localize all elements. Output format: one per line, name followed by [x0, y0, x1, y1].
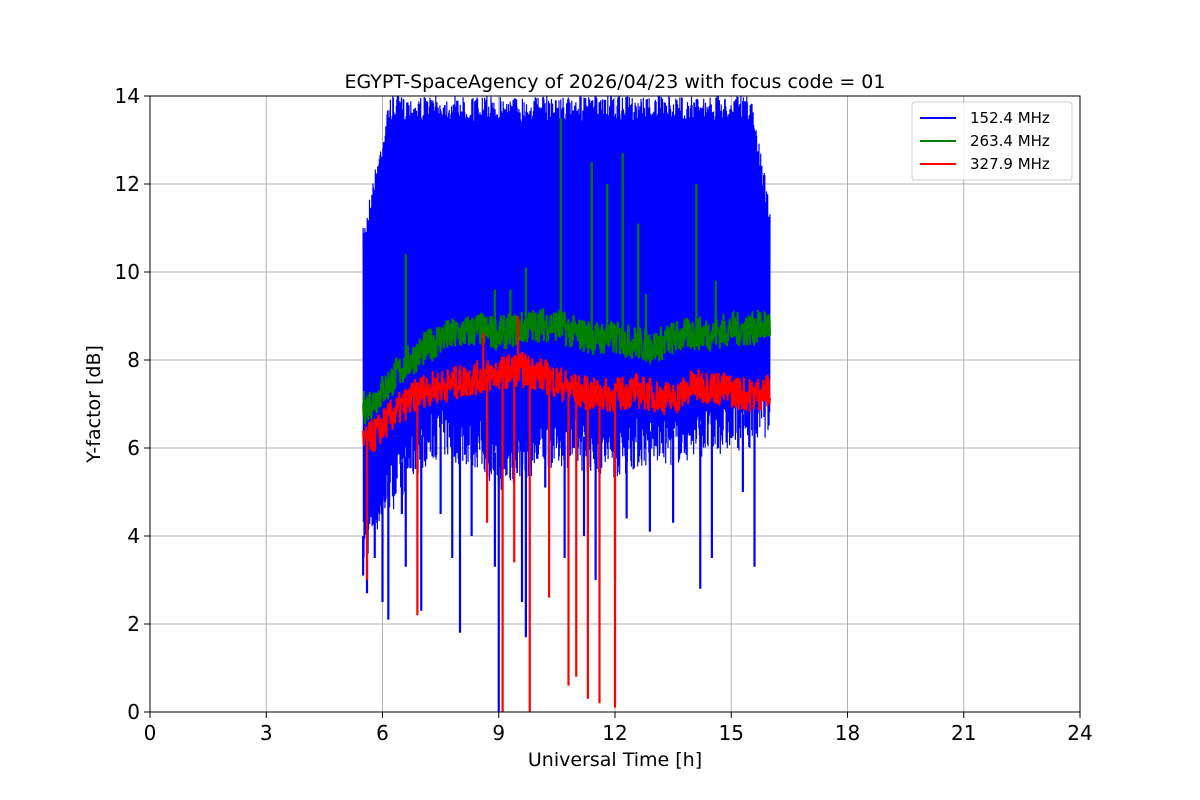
y-tick-label: 4	[127, 524, 140, 548]
x-tick-label: 12	[602, 721, 627, 745]
y-axis-label: Y-factor [dB]	[83, 345, 105, 464]
legend-label: 263.4 MHz	[970, 132, 1050, 150]
chart-title: EGYPT-SpaceAgency of 2026/04/23 with foc…	[345, 71, 886, 93]
y-tick-label: 2	[127, 612, 140, 636]
series-line	[362, 308, 771, 425]
legend-box	[911, 101, 1073, 181]
y-tick-label: 0	[127, 700, 140, 724]
x-tick-label: 3	[260, 721, 273, 745]
x-axis-label: Universal Time [h]	[528, 749, 702, 771]
x-tick-label: 15	[719, 721, 744, 745]
x-tick-label: 0	[144, 721, 157, 745]
series-line	[362, 351, 771, 453]
series-0	[362, 96, 771, 712]
series-2	[362, 316, 771, 712]
x-tick-label: 24	[1067, 721, 1092, 745]
x-tick-label: 6	[376, 721, 389, 745]
series-layer	[362, 96, 771, 712]
series-1	[362, 118, 771, 425]
y-tick-label: 6	[127, 436, 140, 460]
legend-label: 327.9 MHz	[970, 155, 1050, 173]
x-tick-label: 21	[951, 721, 976, 745]
y-tick-label: 10	[115, 260, 140, 284]
y-tick-label: 14	[115, 84, 140, 108]
series-line	[362, 96, 771, 558]
legend: 152.4 MHz 263.4 MHz 327.9 MHz	[911, 101, 1073, 181]
x-tick-label: 9	[492, 721, 505, 745]
y-tick-label: 12	[115, 172, 140, 196]
x-tick-label: 18	[835, 721, 860, 745]
legend-label: 152.4 MHz	[970, 109, 1050, 127]
y-tick-label: 8	[127, 348, 140, 372]
